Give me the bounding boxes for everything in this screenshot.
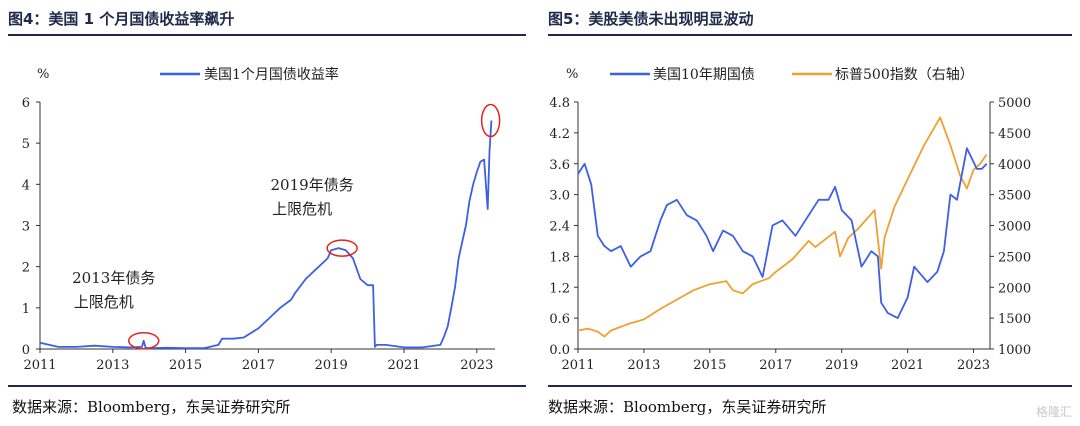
annotation-label: 上限危机 — [272, 200, 332, 218]
y-tick-label: 6 — [22, 96, 30, 111]
right-source-note: 数据来源：Bloomberg，东吴证券研究所 — [548, 398, 827, 416]
x-tick-label: 2013 — [627, 358, 660, 373]
y2-tick-label: 5000 — [998, 96, 1031, 111]
x-tick-label: 2023 — [957, 358, 990, 373]
y-axis-unit: % — [37, 67, 49, 82]
x-tick-label: 2023 — [460, 358, 493, 373]
y-tick-label: 5 — [22, 137, 30, 152]
y2-tick-label: 1000 — [998, 343, 1031, 358]
right-chart: 0.0 0.6 1.2 1.8 2.4 3.0 3.6 4.2 4.8 1000 1500 2000 2… — [549, 67, 1031, 373]
y-tick-label: 2.4 — [549, 220, 570, 235]
annotation-label: 上限危机 — [74, 293, 134, 311]
left-chart-title: 图4：美国 1 个月国债收益率飙升 — [8, 10, 235, 28]
series-line-sp500 — [577, 116, 988, 338]
legend-label: 美国1个月国债收益率 — [204, 66, 339, 83]
annotation-label: 2013年债务 — [72, 269, 155, 287]
x-tick-label: 2019 — [315, 358, 348, 373]
x-tick-label: 2017 — [242, 358, 275, 373]
series-line-ust10y — [577, 147, 988, 320]
y-tick-label: 3 — [22, 220, 30, 235]
right-chart-title: 图5：美股美债未出现明显波动 — [548, 10, 754, 28]
series-line — [39, 120, 493, 350]
x-tick-label: 2015 — [169, 358, 202, 373]
right-title-rule — [548, 34, 1072, 36]
y-tick-label: 0 — [22, 343, 30, 358]
y2-tick-label: 2500 — [998, 250, 1031, 265]
y-tick-label: 4.8 — [549, 96, 570, 111]
y2-tick-label: 1500 — [998, 312, 1031, 327]
y-tick-label: 1 — [22, 302, 30, 317]
right-bottom-rule — [548, 385, 1072, 387]
y2-tick-label: 3000 — [998, 220, 1031, 235]
y-axis-unit: % — [566, 67, 578, 82]
x-tick-label: 2021 — [891, 358, 924, 373]
y-tick-label: 0.0 — [549, 343, 570, 358]
y-tick-label: 1.2 — [549, 281, 570, 296]
x-tick-label: 2011 — [561, 358, 594, 373]
left-source-note: 数据来源：Bloomberg，东吴证券研究所 — [12, 398, 291, 416]
y2-tick-label: 3500 — [998, 189, 1031, 204]
left-chart: 0 1 2 3 4 5 6 2011 2013 2015 2017 2019 2021 2023% 美国1个… — [22, 66, 501, 373]
x-tick-label: 2013 — [96, 358, 129, 373]
y-tick-label: 3.0 — [549, 189, 570, 204]
y-tick-label: 3.6 — [549, 158, 570, 173]
y2-tick-label: 4500 — [998, 127, 1031, 142]
left-title-rule — [8, 34, 526, 36]
annotation-circle — [326, 239, 358, 257]
y2-tick-label: 4000 — [998, 158, 1031, 173]
x-tick-label: 2015 — [693, 358, 726, 373]
y-tick-label: 2 — [22, 261, 30, 276]
y-tick-label: 0.6 — [549, 312, 570, 327]
annotation-circle — [480, 103, 501, 138]
legend-label: 标普500指数（右轴） — [835, 67, 974, 83]
annotation-label: 2019年债务 — [271, 176, 354, 194]
left-bottom-rule — [8, 385, 526, 387]
x-tick-label: 2019 — [825, 358, 858, 373]
legend-label: 美国10年期国债 — [653, 67, 755, 83]
x-tick-label: 2021 — [387, 358, 420, 373]
y-tick-label: 4 — [22, 178, 30, 193]
watermark-logo: 格隆汇 — [1035, 405, 1072, 419]
x-tick-label: 2011 — [23, 358, 56, 373]
y-tick-label: 4.2 — [549, 127, 570, 142]
x-tick-label: 2017 — [759, 358, 792, 373]
y-tick-label: 1.8 — [549, 250, 570, 265]
annotation-circle — [127, 332, 160, 350]
y2-tick-label: 2000 — [998, 281, 1031, 296]
